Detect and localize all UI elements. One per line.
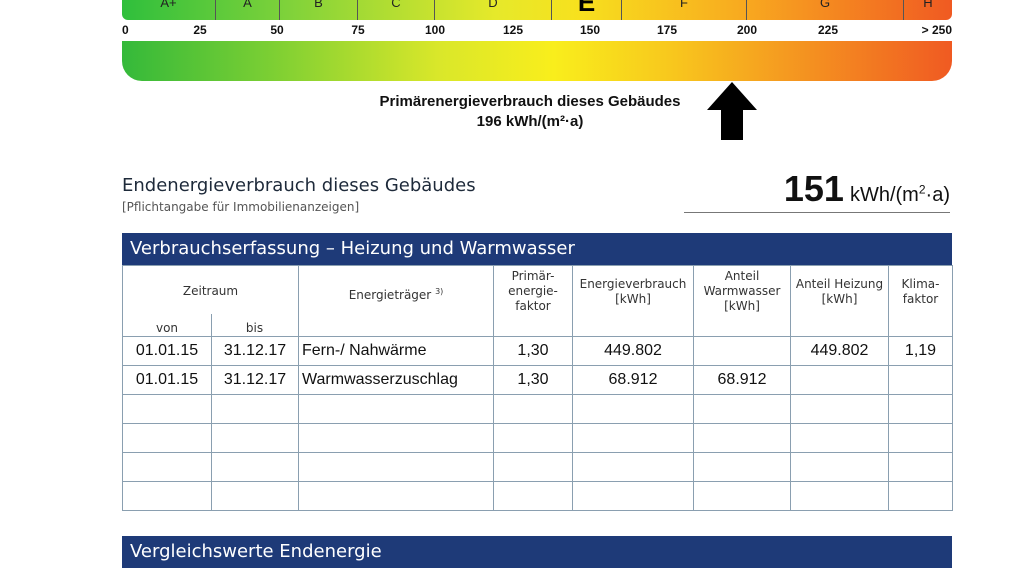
end-energy-number: 151 [783,168,844,209]
consumption-header: Verbrauchserfassung – Heizung und Warmwa… [122,233,952,265]
tick-label: > 250 [921,23,952,37]
consumption-table: Zeitraum von bis Energieträger 3) Primär… [122,265,953,511]
column-primaerfaktor: Primär- energie- faktor [493,265,573,337]
end-energy-value: 151 kWh/(m2·a) [684,168,950,213]
table-row: 01.01.15 31.12.17 Warmwasserzuschlag 1,3… [122,365,953,395]
tick-label: 50 [270,23,284,37]
primary-energy-title: Primärenergieverbrauch dieses Gebäudes [379,93,681,110]
cell-heizung [790,365,889,395]
column-anteil-heizung: Anteil Heizung [kWh] [790,265,889,337]
cell-verbrauch: 449.802 [572,336,694,366]
tick-label: 175 [656,23,678,37]
class-label: B [279,0,357,20]
column-bis: bis [245,321,264,335]
class-label: G [746,0,903,20]
cell-klima: 1,19 [888,336,953,366]
column-klimafaktor: Klima- faktor [888,265,953,337]
scale-ticks: 0 25 50 75 100 125 150 175 200 225 > 250 [122,23,952,39]
tick-label: 25 [193,23,207,37]
column-energieverbrauch: Energieverbrauch [kWh] [572,265,694,337]
cell-klima [888,365,953,395]
cell-faktor: 1,30 [493,336,573,366]
class-label: C [357,0,434,20]
end-energy-subtitle: [Pflichtangabe für Immobilienanzeigen] [122,200,360,214]
cell-bis: 31.12.17 [211,337,298,365]
class-label-highlighted: E [551,0,621,20]
column-energietraeger: Energieträger 3) [298,265,494,337]
table-row [122,423,953,453]
primary-energy-label: Primärenergieverbrauch dieses Gebäudes 1… [330,92,730,132]
cell-faktor: 1,30 [493,365,573,395]
tick-label: 125 [502,23,524,37]
table-row [122,481,953,511]
cell-warmwasser [693,336,791,366]
class-label: F [621,0,746,20]
cell-verbrauch: 68.912 [572,365,694,395]
tick-label: 100 [424,23,446,37]
table-row: 01.01.15 31.12.17 Fern-/ Nahwärme 1,30 4… [122,336,953,366]
tick-label: 200 [736,23,758,37]
column-von: von [155,321,179,335]
table-header-row: Zeitraum von bis Energieträger 3) Primär… [122,265,953,337]
cell-bis: 31.12.17 [211,366,298,394]
class-label: A [215,0,279,20]
tick-label: 0 [122,23,129,37]
cell-energietraeger: Warmwasserzuschlag [298,365,494,395]
table-row [122,452,953,482]
comparison-header: Vergleichswerte Endenergie [122,536,952,568]
tick-label: 75 [351,23,365,37]
cell-heizung: 449.802 [790,336,889,366]
tick-label: 225 [817,23,839,37]
cell-warmwasser: 68.912 [693,365,791,395]
class-label: A+ [160,0,177,10]
cell-von: 01.01.15 [135,342,199,359]
tick-label: 150 [579,23,601,37]
table-row [122,394,953,424]
cell-energietraeger: Fern-/ Nahwärme [298,336,494,366]
primary-energy-value: 196 kWh/(m²·a) [476,113,584,130]
column-zeitraum: Zeitraum von bis [122,265,299,337]
column-anteil-warmwasser: Anteil Warmwasser [kWh] [693,265,791,337]
efficiency-class-row: A+ A B C D E F G H [122,0,952,20]
class-label: H [903,0,952,20]
class-label: D [434,0,551,20]
cell-von: 01.01.15 [135,371,199,388]
end-energy-unit: kWh/(m2·a) [849,182,950,206]
end-energy-title: Endenergieverbrauch dieses Gebäudes [122,175,476,196]
up-arrow-icon [707,82,757,140]
energy-gradient-bar [122,41,952,81]
